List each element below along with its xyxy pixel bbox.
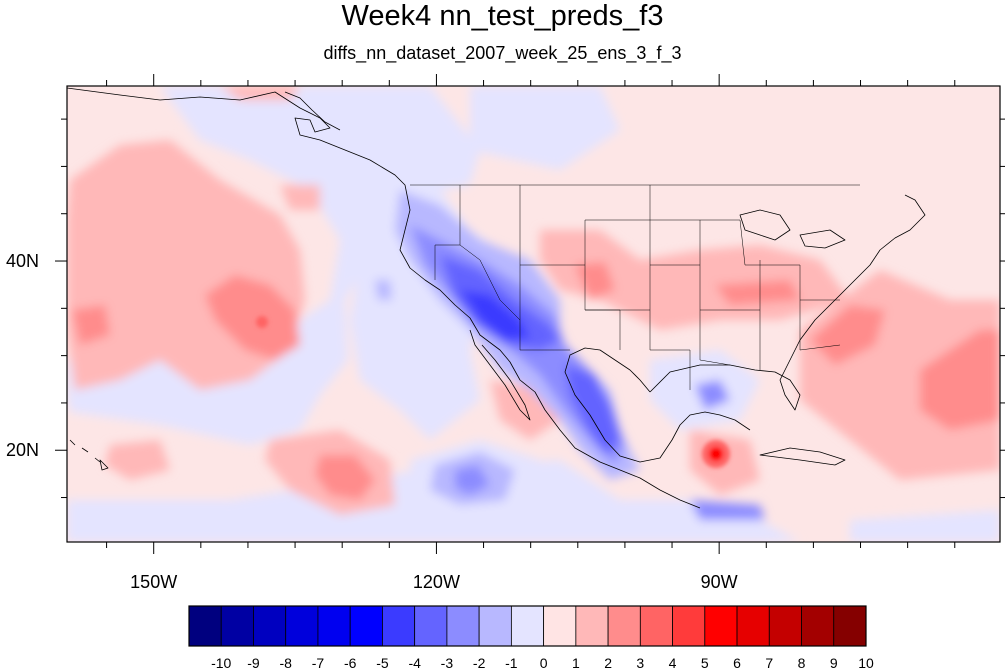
neg-region-north <box>470 86 620 170</box>
coastline-cuba <box>759 447 846 466</box>
lon-tick-label: 90W <box>701 572 738 592</box>
colorbar-swatch <box>317 605 351 647</box>
colorbar-label: 2 <box>604 655 612 671</box>
neg-patch-gulf <box>695 380 730 410</box>
pos-core-central-pacific <box>205 275 300 360</box>
colorbar-swatch <box>414 605 448 647</box>
colorbar-label: 9 <box>830 655 838 671</box>
colorbar-frame <box>188 605 867 647</box>
anomaly-field <box>67 86 1000 542</box>
neg-band-west-core <box>440 255 560 350</box>
colorbar-swatch <box>672 605 706 647</box>
colorbar-swatch <box>736 605 770 647</box>
colorbar-label: 4 <box>669 655 677 671</box>
colorbar-label: -5 <box>376 655 389 671</box>
colorbar-swatch <box>801 605 835 647</box>
neg-core-strong <box>460 290 530 340</box>
colorbar-label: -4 <box>408 655 421 671</box>
colorbar-label: 7 <box>765 655 773 671</box>
coastline-gulf <box>564 347 751 463</box>
pos-region-north-central <box>280 185 320 210</box>
lon-tick-label: 120W <box>413 572 460 592</box>
map-title: Week4 nn_test_preds_f3 <box>341 0 664 32</box>
colorbar-swatch <box>510 605 545 647</box>
colorbar-swatch <box>253 605 287 647</box>
colorbar-label: 10 <box>858 655 874 671</box>
coastline-east <box>779 194 926 381</box>
pos-region-central-us <box>540 230 850 330</box>
colorbar-label: -6 <box>344 655 357 671</box>
colorbar-label: 6 <box>733 655 741 671</box>
neg-patch-pacific-core <box>455 465 490 495</box>
colorbar-swatch <box>285 605 319 647</box>
field-hotspots <box>256 316 730 468</box>
colorbar-label: -7 <box>312 655 325 671</box>
lon-tick-label: 150W <box>130 572 177 592</box>
colorbar-swatch <box>575 605 609 647</box>
neg-band-mexico-core <box>565 365 620 455</box>
hotspot-pacific <box>256 316 268 328</box>
coastline-baja <box>469 329 531 421</box>
pos-core-atlantic-east <box>920 330 1000 430</box>
coastline-hawaii <box>69 439 109 471</box>
colorbar-label: -1 <box>505 655 518 671</box>
pos-core-hawaii-east <box>315 455 375 500</box>
colorbar-swatch <box>639 605 673 647</box>
colorbar-label: -8 <box>279 655 292 671</box>
coastline-alaska <box>284 91 341 131</box>
hotspot-caribbean-core <box>709 447 723 461</box>
colorbar-label: 0 <box>540 655 548 671</box>
map-subtitle: diffs_nn_dataset_2007_week_25_ens_3_f_3 <box>323 43 682 63</box>
axis-ticks <box>55 74 1005 554</box>
coastline-north-america <box>67 87 701 509</box>
axis-labels: 150W 120W 90W 40N 20N <box>6 251 738 592</box>
colorbar-label: 8 <box>798 655 806 671</box>
colorbar-swatch <box>446 605 480 647</box>
colorbar-label: 3 <box>636 655 644 671</box>
colorbar-label: -10 <box>211 655 231 671</box>
pos-core-atlantic <box>810 305 885 365</box>
colorbar-label: -3 <box>441 655 454 671</box>
coastline-great-lakes <box>739 209 846 249</box>
map-frame <box>66 85 1001 543</box>
colorbar-swatch <box>704 605 738 647</box>
pos-core-sw-pacific <box>72 305 110 345</box>
colorbar-swatch <box>349 605 383 647</box>
state-borders <box>410 184 860 390</box>
field-layers <box>67 86 1000 542</box>
colorbar-swatch <box>188 605 222 647</box>
neg-patch-far-west <box>375 280 392 300</box>
colorbar <box>188 605 867 647</box>
colorbar-label: -2 <box>473 655 486 671</box>
colorbar-swatch <box>382 605 416 647</box>
colorbar-swatch <box>543 605 577 647</box>
neg-region-se <box>850 510 1000 542</box>
lat-tick-label: 40N <box>6 251 39 271</box>
colorbar-swatch <box>833 605 867 647</box>
pos-region-north-pacific <box>220 86 300 100</box>
colorbar-label: 5 <box>701 655 709 671</box>
colorbar-label: -9 <box>247 655 260 671</box>
lat-tick-label: 20N <box>6 440 39 460</box>
colorbar-labels: -10 -9 -8 -7 -6 -5 -4 -3 -2 -1 0 1 2 3 4 5 6 7 8 9 10 <box>211 655 874 671</box>
colorbar-swatch <box>768 605 802 647</box>
colorbar-swatch <box>220 605 254 647</box>
pos-region-hawaii <box>105 440 170 480</box>
colorbar-swatch <box>607 605 641 647</box>
neg-patch-caribbean <box>690 500 765 520</box>
colorbar-label: 1 <box>572 655 580 671</box>
colorbar-swatch <box>478 605 512 647</box>
pos-core-ohio-valley <box>715 280 800 305</box>
